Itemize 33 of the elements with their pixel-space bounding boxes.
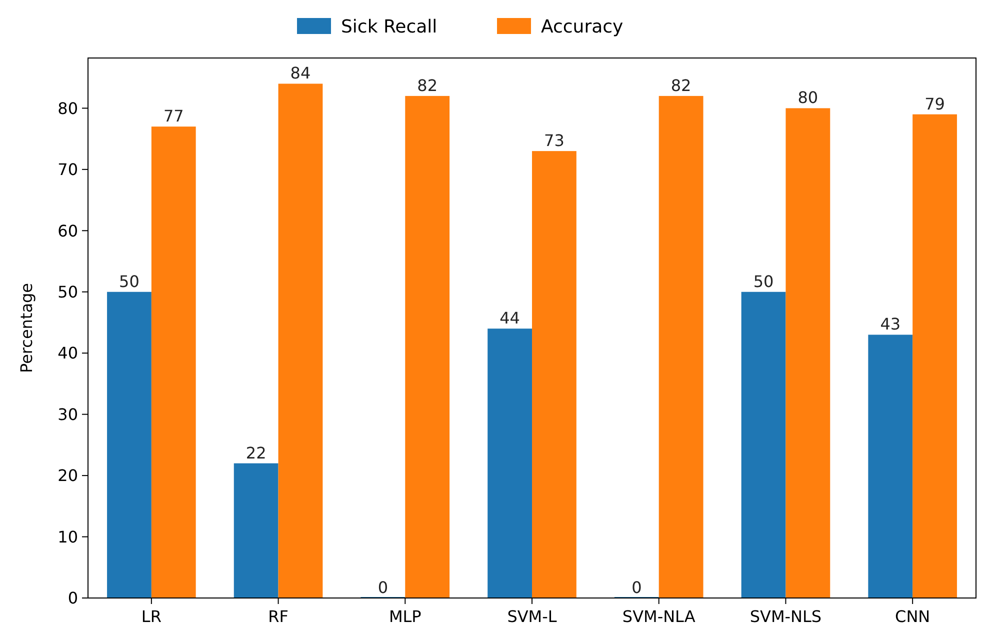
data-label: 84 xyxy=(290,64,311,83)
x-tick-label: CNN xyxy=(895,607,930,626)
x-tick-label: SVM-NLA xyxy=(622,607,696,626)
y-tick-label: 50 xyxy=(58,282,78,302)
data-label: 50 xyxy=(119,272,140,291)
y-tick-label: 60 xyxy=(58,221,78,240)
data-label: 43 xyxy=(880,314,901,334)
x-tick-label: MLP xyxy=(388,607,422,626)
y-tick-label: 30 xyxy=(58,404,78,424)
x-tick-label: LR xyxy=(141,607,162,626)
data-label: 77 xyxy=(163,106,184,126)
y-tick-label: 10 xyxy=(58,527,78,546)
data-label: 73 xyxy=(544,131,564,150)
data-label: 44 xyxy=(500,308,520,328)
data-label: 0 xyxy=(632,578,642,597)
legend-label: Sick Recall xyxy=(341,16,438,38)
legend-label: Accuracy xyxy=(541,16,624,38)
data-label: 79 xyxy=(924,94,945,114)
y-tick-label: 20 xyxy=(58,466,78,486)
y-tick-label: 40 xyxy=(58,344,78,363)
data-label: 22 xyxy=(246,443,266,462)
data-label: 82 xyxy=(670,76,692,95)
y-axis-title: Percentage xyxy=(17,282,36,374)
y-tick-label: 70 xyxy=(58,160,78,180)
y-tick-label: 0 xyxy=(68,588,78,608)
data-label: 80 xyxy=(798,88,818,108)
data-label: 0 xyxy=(378,578,388,597)
x-tick-label: RF xyxy=(268,607,288,626)
x-tick-label: SVM-NLS xyxy=(750,607,822,626)
x-tick-label: SVM-L xyxy=(507,607,557,626)
data-label: 82 xyxy=(417,76,438,95)
y-tick-label: 80 xyxy=(58,98,78,118)
data-label: 50 xyxy=(753,272,774,291)
